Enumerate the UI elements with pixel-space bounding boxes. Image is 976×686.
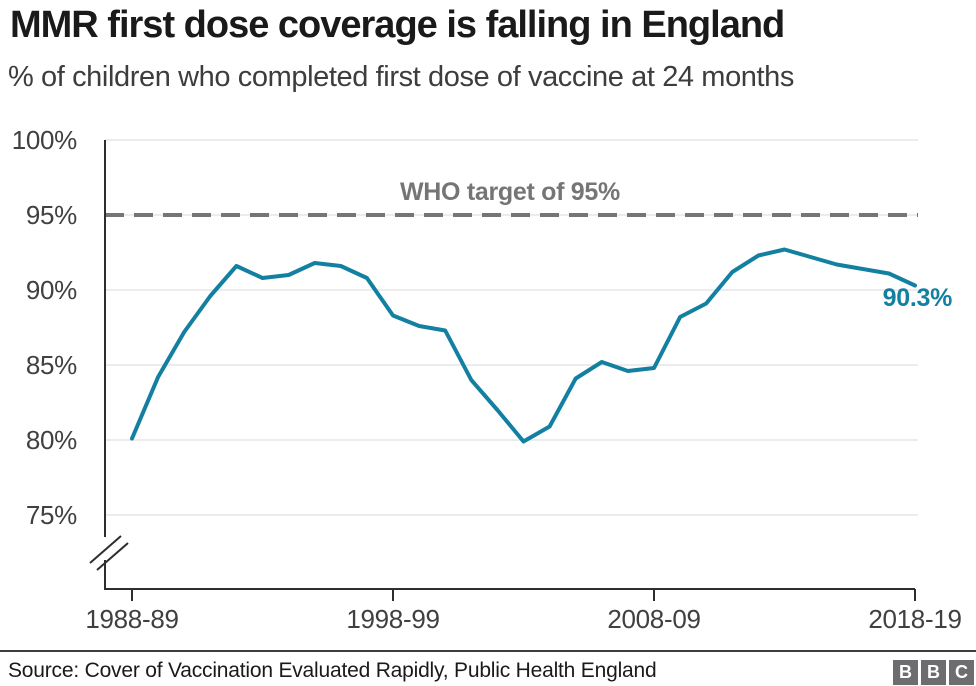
y-axis-label: 85%	[25, 350, 77, 380]
bbc-logo-block: B	[893, 660, 918, 685]
x-axis-label: 1998-99	[346, 604, 440, 634]
footer: Source: Cover of Vaccination Evaluated R…	[0, 650, 976, 686]
y-axis-label: 90%	[25, 275, 77, 305]
x-axis-label: 1988-89	[85, 604, 179, 634]
axis-break-icon	[96, 542, 129, 571]
y-axis-label: 95%	[25, 200, 77, 230]
latest-value-label: 90.3%	[882, 284, 953, 312]
x-axis-label: 2018-19	[868, 604, 962, 634]
target-line-label: WHO target of 95%	[400, 178, 620, 206]
bbc-logo-block: B	[921, 660, 946, 685]
chart-title: MMR first dose coverage is falling in En…	[10, 4, 785, 46]
bbc-logo-block: C	[949, 660, 974, 685]
axis-break-icon	[89, 535, 122, 564]
coverage-line	[130, 247, 917, 444]
source-text: Source: Cover of Vaccination Evaluated R…	[8, 659, 657, 682]
y-axis-label: 80%	[25, 425, 77, 455]
x-axis-label: 2008-09	[607, 604, 701, 634]
y-axis-label: 75%	[25, 500, 77, 530]
chart-canvas	[89, 139, 918, 601]
y-axis-label: 100%	[11, 125, 78, 155]
line-chart: 75% 80% 85% 90% 95% 100% 1988-89 1998-99 2008-09…	[11, 125, 962, 634]
chart-subtitle: % of children who completed first dose o…	[8, 61, 795, 93]
